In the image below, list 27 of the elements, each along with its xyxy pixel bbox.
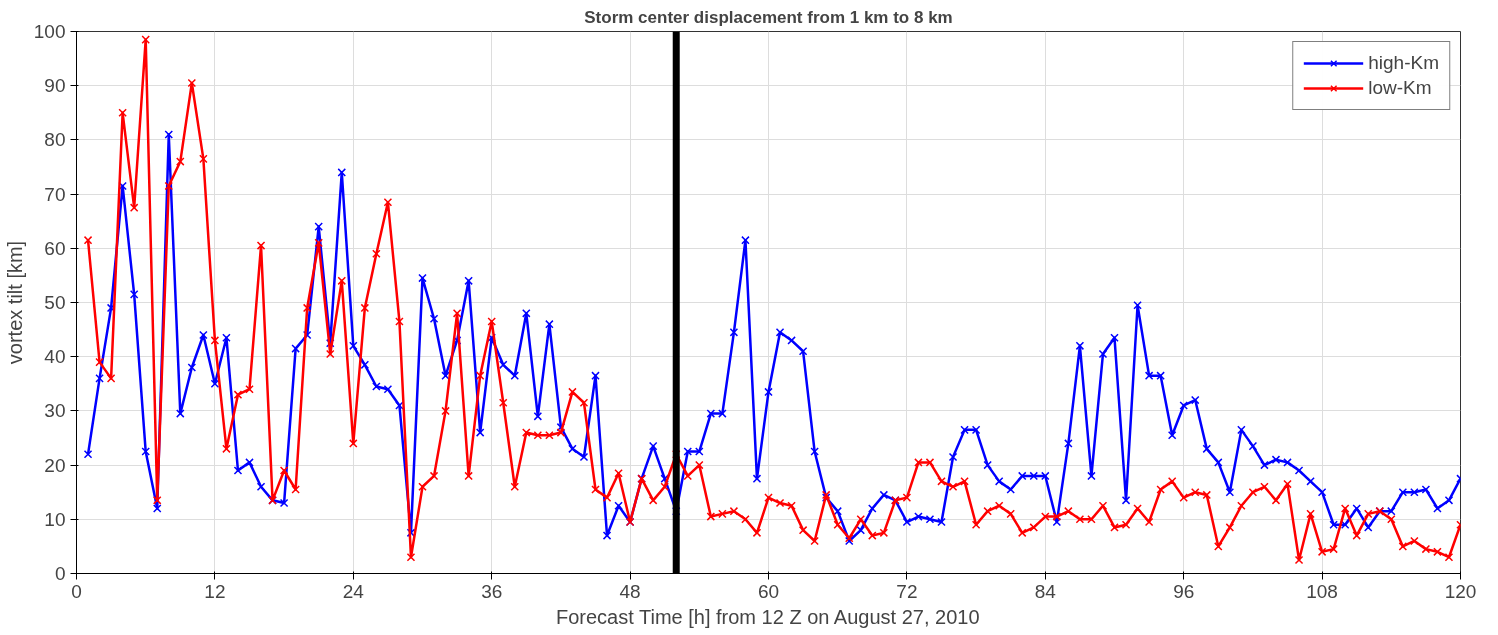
x-tick-label: 120 (1444, 580, 1477, 602)
x-axis-title: Forecast Time [h] from 12 Z on August 27, 2010 (555, 605, 980, 628)
y-tick-label: 40 (44, 346, 66, 368)
y-tick-label: 20 (44, 454, 66, 476)
y-tick-label: 30 (44, 400, 66, 422)
x-tick-label: 60 (757, 580, 780, 602)
y-tick-label: 90 (44, 75, 66, 97)
y-tick-label: 80 (44, 129, 66, 151)
x-tick-label: 48 (619, 580, 641, 602)
x-tick-label: 72 (896, 580, 918, 602)
y-axis-title: vortex tilt [km] (3, 240, 26, 365)
x-tick-label: 96 (1173, 580, 1195, 602)
x-tick-label: 0 (71, 580, 82, 602)
chart-title: Storm center displacement from 1 km to 8 km (584, 7, 953, 27)
y-tick-label: 70 (44, 183, 66, 205)
legend-label: low-Km (1368, 77, 1432, 99)
y-tick-label: 60 (44, 237, 66, 259)
y-tick-label: 100 (33, 21, 66, 42)
y-tick-label: 10 (44, 508, 66, 530)
y-tick-label: 50 (44, 292, 66, 313)
x-tick-label: 24 (342, 580, 365, 602)
x-tick-label: 36 (481, 580, 503, 602)
legend-label: high-Km (1368, 52, 1439, 74)
y-tick-label: 0 (54, 563, 66, 584)
x-tick-label: 12 (204, 580, 226, 602)
x-tick-label: 108 (1306, 580, 1338, 602)
x-tick-label: 84 (1034, 580, 1057, 602)
